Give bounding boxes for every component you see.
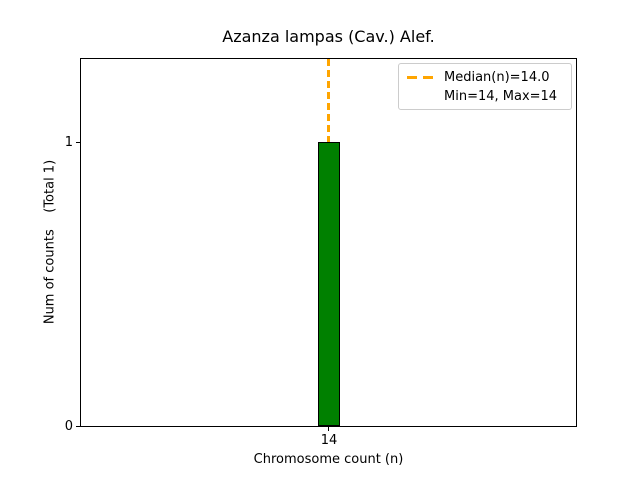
chart-title: Azanza lampas (Cav.) Alef. [222,27,435,46]
y-tick-label-0: 0 [64,419,73,434]
y-tick-label-1: 1 [64,135,73,150]
legend-label-minmax: Min=14, Max=14 [444,88,558,104]
legend-entry-minmax: Min=14, Max=14 [407,87,563,105]
x-axis-label: Chromosome count (n) [253,452,404,467]
y-axis-label: Num of counts (Total 1) [42,159,58,325]
legend: Median(n)=14.0 Min=14, Max=14 [398,63,572,110]
y-tick-mark-0 [76,426,80,427]
histogram-bar [318,142,340,426]
legend-dashed-line-icon [407,75,434,79]
x-tick-mark-14 [328,427,329,431]
y-tick-mark-1 [76,142,80,143]
legend-entry-median: Median(n)=14.0 [407,68,563,86]
plot-area [80,58,577,427]
legend-label-median: Median(n)=14.0 [444,69,550,85]
x-tick-label-14: 14 [320,433,338,448]
